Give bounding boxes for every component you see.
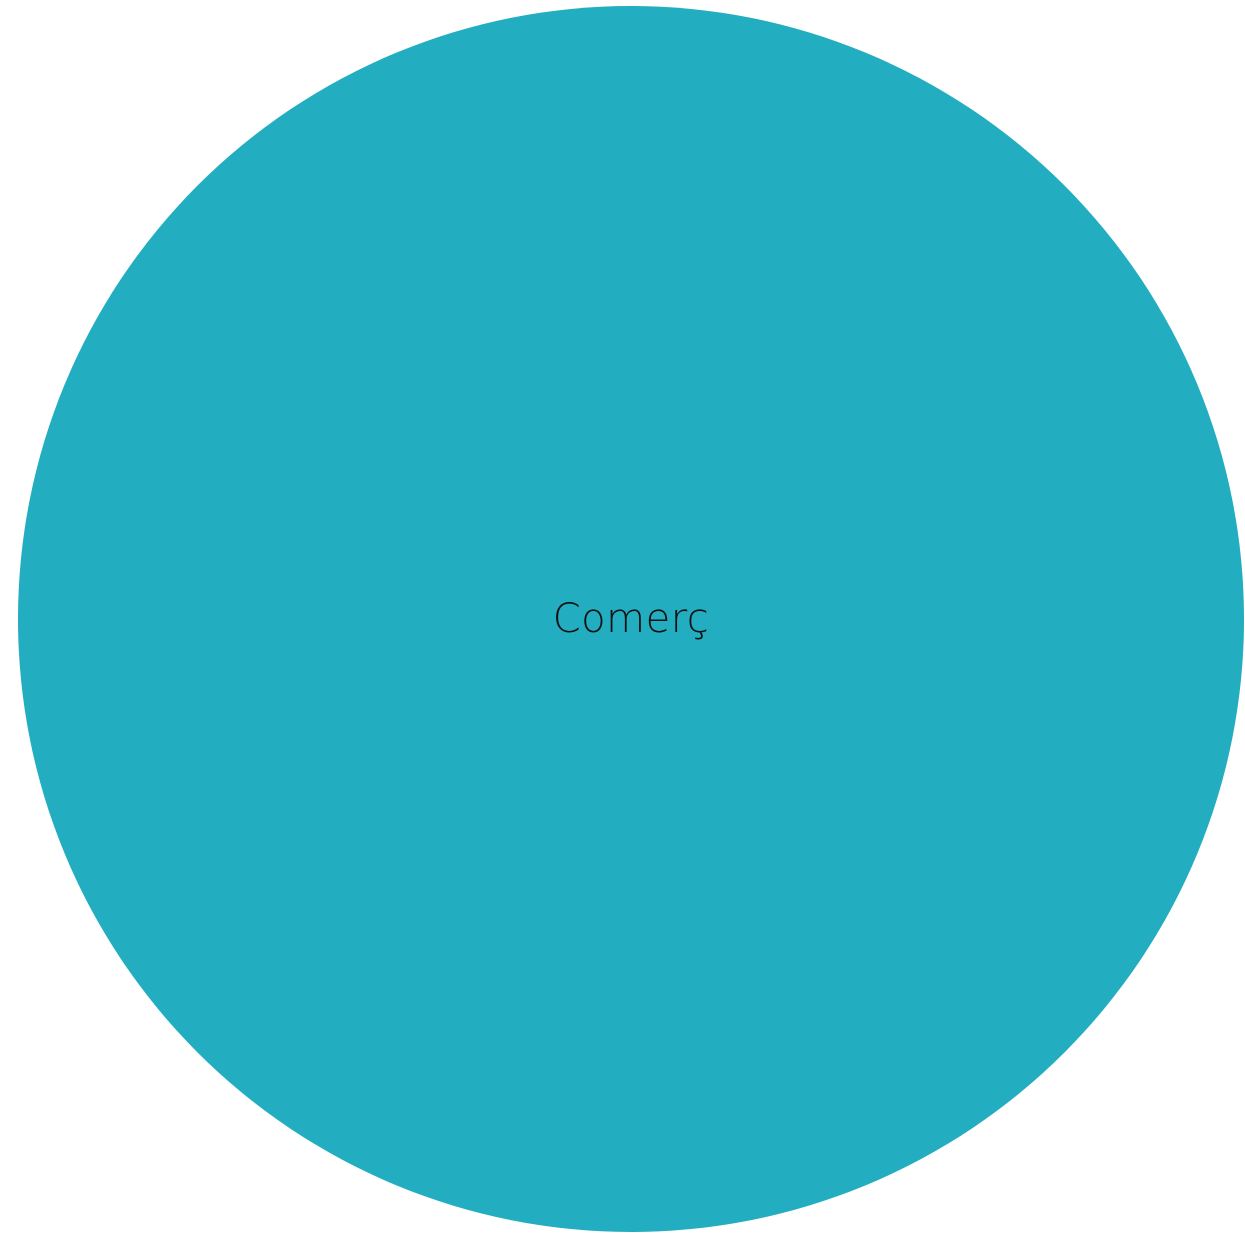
category-bubble: Comerç [18, 6, 1244, 1232]
bubble-label: Comerç [552, 596, 710, 642]
